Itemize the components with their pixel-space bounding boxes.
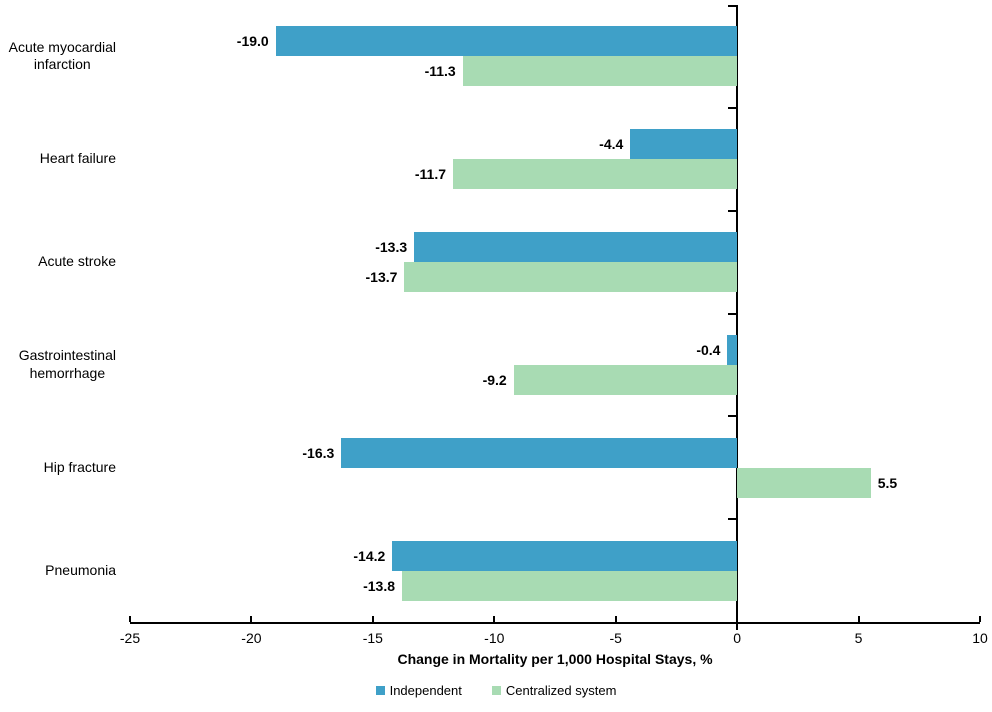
bar-centralized-system [462, 56, 738, 87]
x-axis-tick [614, 616, 617, 622]
category-label-row: Acute myocardial infarction [0, 5, 116, 108]
x-tick-label: 0 [733, 630, 742, 646]
x-tick-label: -5 [609, 630, 622, 646]
bar-independent [630, 129, 738, 160]
category-boundary-tick [728, 209, 737, 212]
x-axis-tick [736, 616, 739, 622]
value-label-centralized-system: -11.7 [414, 166, 446, 183]
bar-centralized-system [402, 570, 738, 601]
x-axis-tick [129, 616, 131, 622]
x-axis-tick-labels: -25 -20 -15 -10 -5 0 5 10 [120, 630, 988, 648]
category-boundary-tick [728, 415, 737, 418]
bar-independent [341, 437, 738, 468]
value-label-centralized-system: -13.8 [363, 577, 395, 594]
bar-independent [392, 540, 738, 571]
legend: Independent Centralized system [0, 683, 992, 698]
category-axis: Acute myocardial infarction Heart failure… [0, 5, 116, 622]
legend-label: Independent [389, 683, 462, 698]
category-label: Gastrointestinal hemorrhage [18, 347, 116, 381]
x-axis-tick [493, 616, 496, 622]
category-label: Heart failure [39, 150, 116, 167]
category-label-row: Pneumonia [0, 519, 116, 622]
category-label: Acute myocardial infarction [8, 38, 116, 73]
legend-label: Centralized system [505, 683, 617, 698]
legend-swatch-icon [375, 686, 385, 695]
legend-item-centralized-system: Centralized system [491, 683, 617, 698]
x-axis-tick [857, 616, 860, 622]
legend-item-independent: Independent [375, 683, 462, 698]
value-label-independent: -13.3 [375, 239, 408, 256]
value-label-independent: -16.3 [302, 444, 335, 461]
bar-centralized-system [404, 262, 738, 293]
value-label-independent: -4.4 [599, 136, 624, 153]
bar-centralized-system [453, 159, 738, 190]
x-tick-label: 10 [972, 630, 988, 646]
bar-centralized-system [513, 364, 738, 395]
category-label: Hip fracture [43, 458, 116, 475]
value-label-centralized-system: -9.2 [482, 371, 507, 388]
bar-independent [275, 26, 738, 57]
x-tick-label: -15 [362, 630, 383, 646]
category-label-row: Gastrointestinal hemorrhage [0, 313, 116, 416]
bar-centralized-system [737, 467, 871, 498]
legend-swatch-icon [491, 686, 501, 695]
category-label-row: Hip fracture [0, 416, 116, 519]
plot-area: -19.0 -4.4 -13.3 -0.4 -16.3 -14.2 -11.3 -11.7 -1… [129, 5, 981, 630]
x-tick-label: 5 [854, 630, 863, 646]
category-label-row: Acute stroke [0, 211, 116, 314]
value-label-centralized-system: -11.3 [424, 63, 456, 80]
x-axis-tick [371, 616, 374, 622]
x-axis-tick [979, 616, 981, 622]
bar-independent [414, 232, 738, 263]
value-label-independent: -0.4 [696, 341, 721, 358]
x-tick-label: -10 [484, 630, 505, 646]
zero-axis-line [736, 5, 739, 630]
value-label-independent: -14.2 [353, 547, 386, 564]
value-label-independent: -19.0 [236, 33, 269, 50]
x-tick-label: -25 [119, 630, 141, 646]
category-boundary-tick [728, 312, 737, 315]
category-label: Acute stroke [38, 253, 116, 270]
category-boundary-tick [728, 518, 737, 521]
category-boundary-tick [728, 5, 737, 7]
x-axis-title: Change in Mortality per 1,000 Hospital S… [397, 651, 713, 667]
value-label-centralized-system: 5.5 [877, 474, 898, 491]
category-label-row: Heart failure [0, 108, 116, 211]
category-boundary-tick [728, 106, 737, 109]
category-label: Pneumonia [45, 561, 116, 578]
x-tick-label: -20 [241, 630, 262, 646]
x-axis-tick [250, 616, 253, 622]
value-label-centralized-system: -13.7 [365, 269, 398, 286]
bar-independent [727, 334, 738, 365]
